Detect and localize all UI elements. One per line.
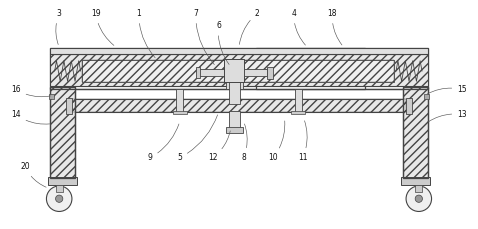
Text: 11: 11 (298, 121, 307, 162)
Bar (403, 87, 428, 178)
Circle shape (415, 195, 423, 202)
Text: 3: 3 (56, 9, 62, 44)
Bar (256, 49, 365, 90)
Text: 9: 9 (148, 124, 179, 162)
Text: 5: 5 (177, 115, 217, 162)
Bar (225, 59, 244, 82)
Bar (50, 87, 75, 178)
Circle shape (55, 195, 63, 202)
Bar (403, 87, 428, 178)
Text: 12: 12 (208, 131, 230, 162)
Text: 13: 13 (428, 110, 467, 122)
Text: 1: 1 (137, 9, 155, 58)
Bar (176, 90, 184, 112)
Bar (82, 60, 394, 82)
Bar (72, 99, 406, 112)
Bar (48, 177, 77, 185)
Bar (267, 67, 272, 79)
Bar (173, 111, 186, 114)
Text: 18: 18 (327, 9, 342, 45)
Text: 14: 14 (11, 110, 50, 124)
Bar (401, 177, 430, 185)
Bar (406, 98, 412, 114)
Bar (50, 87, 75, 178)
Bar (229, 111, 240, 129)
Bar (66, 98, 72, 114)
Circle shape (46, 186, 72, 211)
Bar (292, 111, 305, 114)
Bar (403, 87, 428, 178)
Bar (50, 49, 428, 90)
Text: 20: 20 (20, 162, 46, 187)
Text: 15: 15 (427, 85, 467, 94)
Bar (50, 87, 75, 178)
Bar (55, 185, 63, 192)
Text: 10: 10 (268, 121, 285, 162)
Bar (82, 60, 394, 82)
Bar (294, 90, 302, 112)
Bar (244, 69, 267, 76)
Text: 7: 7 (193, 9, 214, 65)
Text: 4: 4 (291, 9, 305, 45)
Bar (196, 67, 200, 78)
Text: 19: 19 (91, 9, 114, 45)
Bar (50, 55, 428, 86)
Text: 8: 8 (241, 124, 247, 162)
Bar (72, 99, 406, 112)
Bar (49, 94, 54, 98)
Bar (226, 81, 243, 90)
Bar (415, 185, 423, 192)
Text: 16: 16 (11, 85, 51, 97)
Bar (229, 79, 240, 104)
Text: 2: 2 (239, 9, 260, 44)
Bar (424, 94, 429, 98)
Bar (50, 55, 428, 86)
Bar (226, 127, 243, 133)
Circle shape (406, 186, 432, 211)
Text: 6: 6 (216, 21, 229, 65)
Bar (50, 49, 428, 55)
Bar (198, 69, 226, 76)
